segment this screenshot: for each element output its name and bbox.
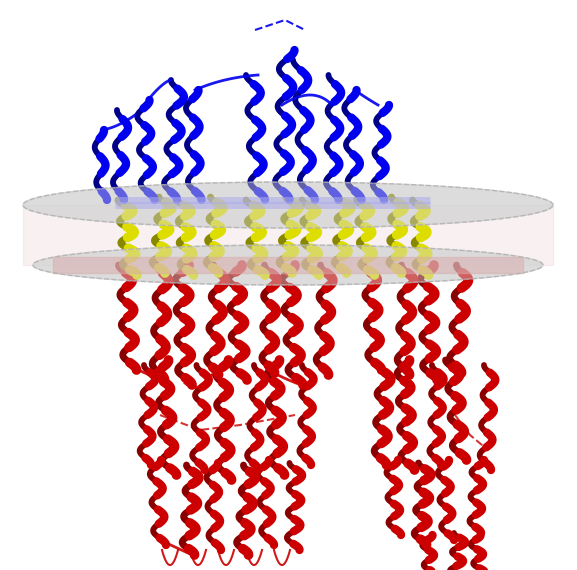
FancyBboxPatch shape: [23, 205, 553, 265]
FancyBboxPatch shape: [53, 257, 523, 273]
Ellipse shape: [23, 182, 553, 228]
Ellipse shape: [33, 245, 543, 285]
Ellipse shape: [33, 245, 543, 285]
Ellipse shape: [23, 182, 553, 228]
